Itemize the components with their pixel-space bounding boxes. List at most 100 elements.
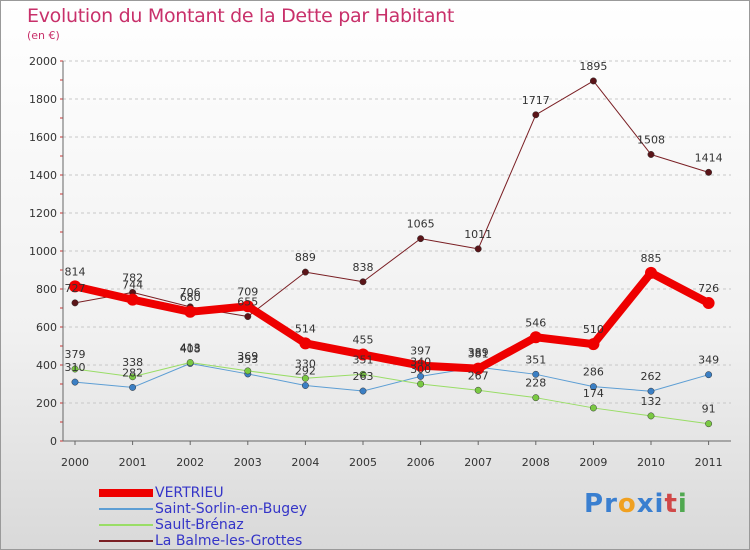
data-label: 706: [180, 286, 201, 299]
data-point: [414, 359, 427, 372]
data-label: 510: [583, 323, 604, 336]
data-label: 709: [237, 285, 258, 298]
data-label: 132: [641, 395, 662, 408]
data-label: 889: [295, 251, 316, 264]
data-label: 514: [295, 322, 316, 335]
logo-letter: r: [604, 489, 618, 519]
data-point: [241, 300, 254, 313]
data-label: 1508: [637, 133, 665, 146]
x-tick-label: 2009: [579, 456, 607, 469]
x-tick-label: 2010: [637, 456, 665, 469]
data-point: [129, 383, 137, 391]
x-tick-label: 2001: [119, 456, 147, 469]
data-label: 286: [583, 366, 604, 379]
data-label: 349: [698, 354, 719, 367]
y-tick-label: 1800: [29, 93, 57, 106]
data-point: [474, 245, 482, 253]
data-point: [647, 387, 655, 395]
data-point: [186, 359, 194, 366]
data-label: 351: [525, 353, 546, 366]
data-label: 655: [237, 296, 258, 309]
x-tick-label: 2004: [291, 456, 319, 469]
legend-label: Sault-Brénaz: [155, 517, 244, 533]
x-tick-label: 2008: [522, 456, 550, 469]
data-point: [301, 268, 309, 276]
data-point: [705, 420, 713, 428]
data-label: 744: [122, 279, 143, 292]
data-label: 1717: [522, 94, 550, 107]
legend-swatch: [99, 489, 153, 497]
y-tick-label: 200: [36, 397, 57, 410]
data-point: [244, 313, 252, 320]
y-tick-label: 600: [36, 321, 57, 334]
data-point: [529, 331, 542, 344]
data-point: [532, 394, 540, 402]
data-point: [532, 111, 540, 119]
data-point: [705, 168, 713, 176]
logo-letter: i: [654, 489, 665, 519]
data-point: [587, 338, 600, 351]
data-label: 340: [410, 355, 431, 368]
data-label: 1895: [579, 60, 607, 73]
logo-letter: t: [664, 489, 678, 519]
data-label: 408: [180, 342, 201, 355]
logo-letter: i: [677, 489, 688, 519]
data-point: [244, 367, 252, 375]
series-line: [71, 268, 713, 373]
data-label: 782: [122, 271, 143, 284]
data-label: 228: [525, 377, 546, 390]
data-point: [472, 362, 485, 375]
proxiti-logo: Proxiti: [584, 489, 688, 519]
legend-label: Saint-Sorlin-en-Bugey: [155, 501, 307, 517]
data-point: [417, 372, 425, 380]
logo-letter: o: [617, 489, 637, 519]
logo-letter: P: [584, 489, 605, 519]
data-label: 282: [122, 366, 143, 379]
data-label: 262: [641, 370, 662, 383]
data-point: [299, 337, 312, 350]
data-point: [129, 373, 137, 381]
data-label: 389: [468, 346, 489, 359]
data-label: 680: [180, 291, 201, 304]
data-point: [702, 297, 715, 310]
data-label: 397: [410, 345, 431, 358]
x-tick-label: 2011: [695, 456, 723, 469]
data-label: 838: [353, 261, 374, 274]
x-tick-label: 2006: [407, 456, 435, 469]
data-point: [301, 374, 309, 382]
data-label: 353: [237, 353, 258, 366]
data-point: [126, 293, 139, 306]
data-point: [359, 387, 367, 395]
data-point: [589, 383, 597, 391]
data-label: 1011: [464, 228, 492, 241]
data-label: 310: [65, 361, 86, 374]
chart-subtitle: (en €): [27, 29, 60, 42]
data-label: 338: [122, 356, 143, 369]
series-line: [74, 362, 710, 392]
data-point: [417, 380, 425, 388]
x-tick-label: 2005: [349, 456, 377, 469]
legend-label: La Balme-les-Grottes: [155, 533, 303, 549]
data-label: 263: [353, 370, 374, 383]
legend-swatch: [99, 524, 153, 526]
data-point: [71, 378, 79, 386]
data-label: 814: [65, 265, 86, 278]
data-point: [184, 305, 197, 318]
legend-swatch: [99, 508, 153, 510]
data-label: 379: [65, 348, 86, 361]
y-tick-label: 1200: [29, 207, 57, 220]
data-point: [357, 348, 369, 361]
data-point: [71, 299, 79, 307]
y-tick-label: 400: [36, 359, 57, 372]
data-label: 292: [295, 365, 316, 378]
y-tick-label: 2000: [29, 55, 57, 68]
data-label: 727: [65, 282, 86, 295]
y-tick-label: 1000: [29, 245, 57, 258]
data-label: 300: [410, 363, 431, 376]
data-point: [359, 278, 367, 286]
data-point: [645, 266, 657, 279]
data-label: 726: [698, 282, 719, 295]
data-point: [301, 382, 309, 389]
data-point: [647, 412, 655, 420]
